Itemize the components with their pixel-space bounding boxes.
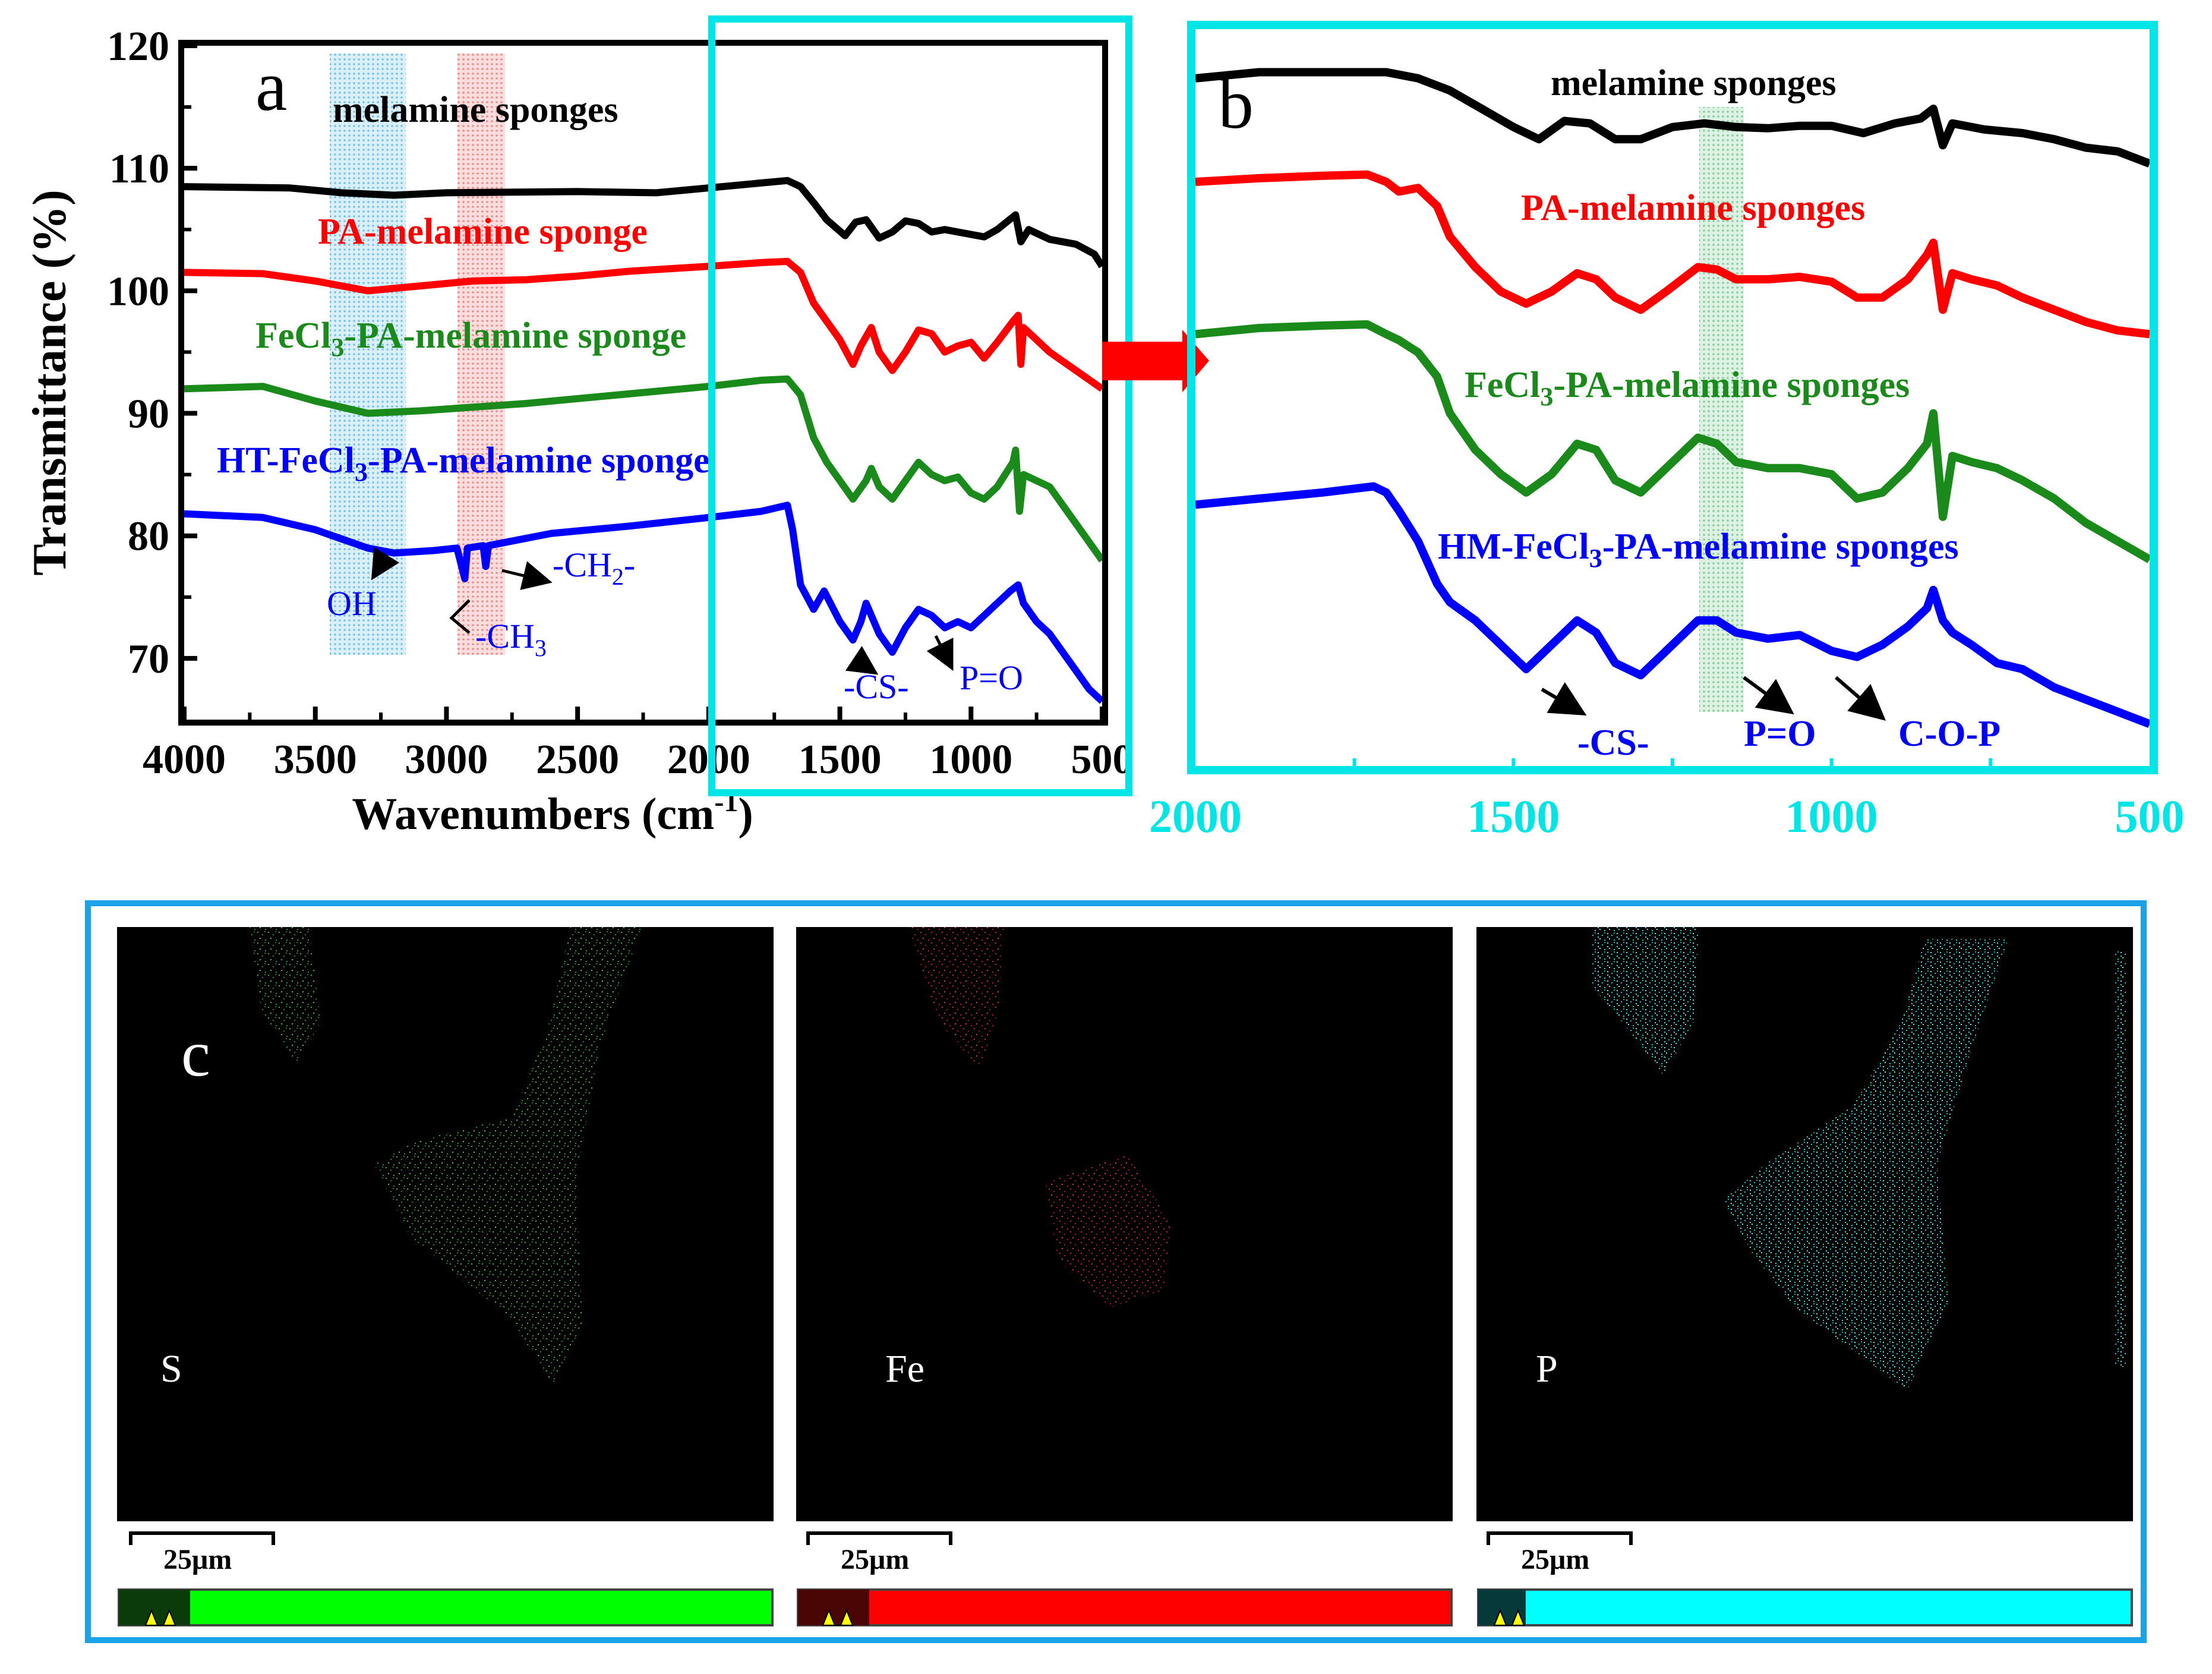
b-arrow-cop (1835, 676, 1886, 721)
b-series-line-3 (1195, 320, 2152, 563)
a-arrow-ch2 (501, 561, 553, 590)
map-s-element: S (160, 1347, 182, 1391)
map-fe-signal (909, 927, 1170, 1307)
b-annot-cs: -CS- (1577, 723, 1649, 763)
map-fe-element: Fe (885, 1347, 924, 1391)
a-label-ht: HT-FeCl3-PA-melamine sponge (217, 440, 710, 487)
panel-b-frame (1187, 21, 2158, 774)
a-xtick-label: 1000 (929, 737, 1012, 783)
map-s-signal (250, 927, 642, 1385)
a-xtick-label: 4000 (143, 737, 226, 783)
a-xtick-label: 1500 (799, 737, 882, 783)
map-s-scale-bar (129, 1531, 275, 1545)
a-arrow-ch3 (449, 599, 471, 634)
a-xtick-label: 3000 (405, 737, 488, 783)
a-ytick-label: 80 (128, 514, 169, 560)
map-p-scale-bar (1487, 1531, 1633, 1545)
a-arrow-oh (371, 547, 400, 581)
map-p-element: P (1536, 1347, 1558, 1391)
map-s-scale-label: 25μm (163, 1544, 232, 1575)
panel-b-ticks: 2000 1500 1000 500 (1149, 758, 2185, 842)
map-p: P 25μm (1476, 927, 2133, 1626)
a-label-fecl3: FeCl3-PA-melamine sponge (255, 316, 686, 362)
a-ytick-label: 120 (107, 24, 169, 70)
b-xtick-label: 500 (2115, 790, 2185, 842)
a-annot-po: P=O (960, 658, 1023, 697)
map-p-colorbar-markers (1493, 1609, 1525, 1626)
map-p-scale-label: 25μm (1521, 1544, 1589, 1575)
a-series-line-4 (184, 502, 1105, 704)
b-arrow-po (1743, 676, 1794, 715)
po-band (1699, 107, 1744, 712)
b-annot-cop: C-O-P (1898, 714, 2000, 754)
panel-b: 2000 1500 1000 500 b melamine sponges PA-me… (1149, 21, 2185, 842)
a-ytick-label: 70 (128, 636, 169, 682)
panel-a-ticks: 4000 3500 3000 2500 2000 1500 1000 500120110100… (107, 24, 1134, 783)
map-s-colorbar-markers (144, 1609, 176, 1626)
a-xtick-label: 2500 (536, 737, 619, 783)
a-ytick-label: 110 (109, 146, 169, 192)
panel-a-series (184, 176, 1106, 704)
map-p-signal (1592, 927, 2127, 1391)
map-fe: Fe 25μm (796, 927, 1453, 1626)
map-fe-colorbar-markers (822, 1609, 854, 1626)
zoom-box (708, 15, 1132, 796)
a-ytick-label: 100 (107, 269, 169, 314)
panel-c: c S 25μm Fe 25μm P 25μm (85, 900, 2147, 1643)
a-label-melamine: melamine sponges (333, 90, 619, 130)
b-annot-po: P=O (1744, 714, 1816, 754)
a-series-line-3 (184, 375, 1105, 563)
zoom-arrow (1102, 330, 1209, 392)
panel-a: 4000 3500 3000 2500 2000 1500 1000 500120110100… (24, 24, 1134, 839)
b-label-hm: HM-FeCl3-PA-melamine sponges (1438, 527, 1959, 573)
a-xtick-label: 500 (1071, 737, 1134, 783)
a-series-line-1 (184, 176, 1106, 269)
map-fe-scale-label: 25μm (841, 1544, 909, 1575)
a-annot-ch3: -CH3 (475, 617, 547, 661)
panel-a-ylabel: Transmittance (%) (24, 190, 76, 576)
a-xtick-label: 3500 (274, 737, 357, 783)
a-arrow-cs (845, 646, 879, 675)
map-s: c S 25μm (117, 927, 774, 1626)
a-label-pa: PA-melamine sponge (318, 212, 648, 252)
map-fe-scale-bar (806, 1531, 952, 1545)
panel-a-frame (178, 40, 1108, 726)
b-xtick-label: 1000 (1785, 790, 1878, 842)
b-xtick-label: 2000 (1149, 790, 1242, 842)
b-label-melamine: melamine sponges (1551, 63, 1837, 103)
map-fe-colorbar (797, 1588, 1453, 1626)
map-s-colorbar (118, 1588, 774, 1626)
b-label-fecl3: FeCl3-PA-melamine sponges (1465, 365, 1910, 411)
b-series-line-4 (1195, 482, 2151, 728)
b-arrow-cs (1541, 682, 1587, 716)
panel-c-frame (85, 900, 2147, 1643)
b-series-line-1 (1195, 68, 2151, 168)
panel-c-letter: c (181, 1017, 210, 1090)
map-p-colorbar (1477, 1588, 2133, 1626)
a-ytick-label: 90 (128, 392, 169, 437)
a-annot-cs: -CS- (844, 667, 909, 706)
map-fe-colorbar-dark (798, 1590, 869, 1625)
b-label-pa: PA-melamine sponges (1521, 188, 1865, 228)
b-xtick-label: 1500 (1467, 790, 1560, 842)
panel-b-letter: b (1218, 64, 1254, 143)
a-arrow-po (926, 635, 954, 671)
panel-a-letter: a (255, 46, 287, 125)
panel-a-xlabel: Wavenumbers (cm-1) (352, 786, 753, 839)
b-series-line-2 (1195, 170, 2150, 339)
a-series-line-2 (184, 257, 1105, 392)
a-annot-oh: OH (327, 584, 377, 623)
panel-b-series (1195, 68, 2152, 728)
a-annot-ch2: -CH2- (553, 546, 635, 590)
